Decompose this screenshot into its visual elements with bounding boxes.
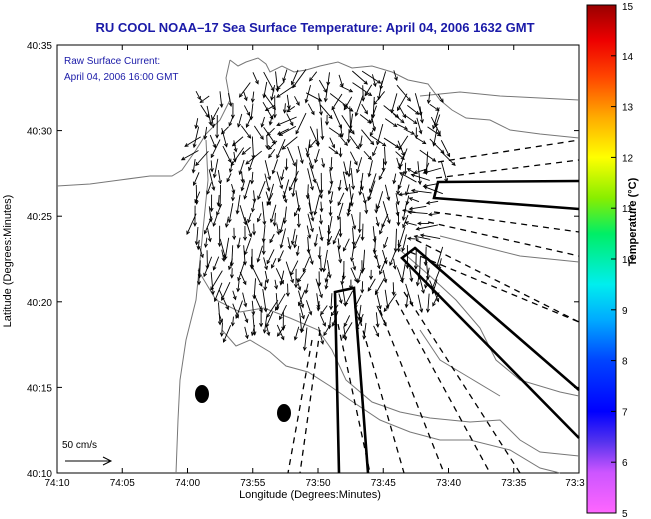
station-marker bbox=[195, 385, 209, 403]
overlay-line2: April 04, 2006 16:00 GMT bbox=[64, 72, 179, 83]
y-ticks: 40:35 40:30 40:25 40:20 40:15 40:10 bbox=[27, 41, 579, 480]
y-axis-label: Latitude (Degrees:Minutes) bbox=[2, 194, 14, 328]
colorbar-tick-label: 5 bbox=[622, 509, 628, 519]
y-tick-label: 40:30 bbox=[27, 127, 52, 138]
y-tick-label: 40:35 bbox=[27, 41, 52, 52]
x-tick-label: 73:40 bbox=[436, 478, 461, 489]
chart-title: RU COOL NOAA–17 Sea Surface Temperature:… bbox=[95, 20, 535, 35]
overlay-line1: Raw Surface Current: bbox=[64, 56, 160, 67]
x-axis-label: Longitude (Degrees:Minutes) bbox=[239, 489, 381, 501]
colorbar bbox=[586, 4, 617, 514]
station-markers bbox=[195, 385, 291, 422]
scale-arrow bbox=[65, 456, 113, 466]
transect-boxes bbox=[333, 179, 580, 474]
x-ticks: 74:10 74:05 74:00 73:55 73:50 73:45 73:40 73:35… bbox=[44, 45, 585, 489]
map-frame bbox=[56, 44, 580, 474]
x-tick-label: 73:55 bbox=[240, 478, 265, 489]
colorbar-tick-label: 10 bbox=[622, 255, 634, 266]
station-marker bbox=[277, 404, 291, 422]
colorbar-tick-label: 7 bbox=[622, 407, 628, 418]
x-tick-label: 74:05 bbox=[110, 478, 135, 489]
y-tick-label: 40:15 bbox=[27, 383, 52, 394]
radial-spokes bbox=[287, 139, 580, 474]
colorbar-tick-label: 9 bbox=[622, 306, 628, 317]
x-tick-label: 73:3 bbox=[565, 478, 585, 489]
x-tick-label: 74:00 bbox=[175, 478, 200, 489]
x-tick-label: 73:50 bbox=[305, 478, 330, 489]
colorbar-tick-label: 12 bbox=[622, 153, 634, 164]
y-tick-label: 40:10 bbox=[27, 469, 52, 480]
colorbar-tick-label: 15 bbox=[622, 2, 634, 13]
colorbar-ticks: 15 14 13 12 11 10 9 8 7 6 5 bbox=[611, 2, 634, 519]
colorbar-tick-label: 8 bbox=[622, 357, 628, 368]
colorbar-tick-label: 6 bbox=[622, 458, 628, 469]
x-tick-label: 74:10 bbox=[44, 478, 69, 489]
x-tick-label: 73:35 bbox=[501, 478, 526, 489]
x-tick-label: 73:45 bbox=[371, 478, 396, 489]
colorbar-tick-label: 13 bbox=[622, 103, 634, 114]
scale-label: 50 cm/s bbox=[62, 440, 97, 451]
colorbar-tick-label: 11 bbox=[622, 204, 633, 215]
current-vector-field bbox=[180, 69, 456, 352]
colorbar-label: Temperature (°C) bbox=[627, 177, 639, 267]
colorbar-tick-label: 14 bbox=[622, 52, 634, 63]
y-tick-label: 40:25 bbox=[27, 212, 52, 223]
y-tick-label: 40:20 bbox=[27, 298, 52, 309]
